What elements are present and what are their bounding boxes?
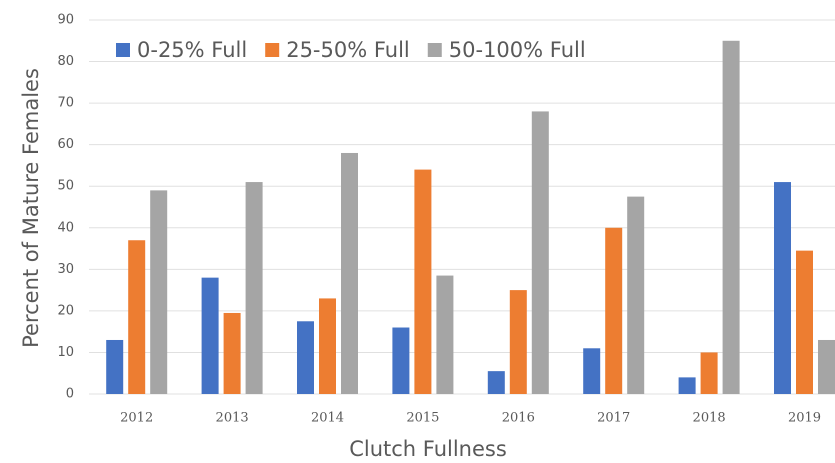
x-tick-label: 2014 [311,411,344,426]
y-tick-label: 70 [57,96,74,111]
x-tick-label: 2019 [788,411,821,426]
y-tick-label: 90 [57,13,74,28]
bar [583,348,601,394]
y-tick-label: 50 [57,179,74,194]
legend-label: 0-25% Full [137,38,247,62]
bar [150,190,168,394]
bar [201,277,219,394]
bar [818,339,835,394]
y-tick-label: 30 [57,262,74,277]
x-tick-label: 2015 [406,411,439,426]
bar [106,339,124,394]
bar [414,169,432,394]
bar [128,240,146,394]
y-axis-label: Percent of Mature Females [19,68,43,348]
bar [392,327,410,394]
bar [531,111,549,394]
legend-label: 25-50% Full [286,38,410,62]
bar [297,321,314,394]
x-tick-label: 2013 [216,411,249,426]
x-tick-label: 2017 [597,411,630,426]
y-tick-label: 10 [57,345,74,360]
bar [605,227,623,394]
bar [487,371,505,394]
bar [223,312,241,394]
y-tick-label: 60 [57,137,74,152]
bar [341,152,358,394]
bar [509,290,527,394]
x-axis-label: Clutch Fullness [349,437,507,461]
x-tick-label: 2012 [120,411,153,426]
y-tick-label: 40 [57,220,74,235]
bar [319,298,336,394]
y-tick-label: 20 [57,303,74,318]
bar [774,182,791,394]
y-tick-label: 0 [66,387,74,402]
y-tick-label: 80 [57,54,74,69]
bar [722,40,740,395]
legend-label: 50-100% Full [449,38,586,62]
x-tick-label: 2018 [693,411,726,426]
bar [678,377,696,394]
legend-swatch [427,43,442,57]
bar [627,196,645,394]
x-tick-label: 2016 [502,411,535,426]
bar [700,352,718,394]
legend-swatch [116,43,130,57]
bar [245,182,263,394]
bar [796,250,813,394]
bar [436,275,454,394]
legend-swatch [265,43,280,57]
